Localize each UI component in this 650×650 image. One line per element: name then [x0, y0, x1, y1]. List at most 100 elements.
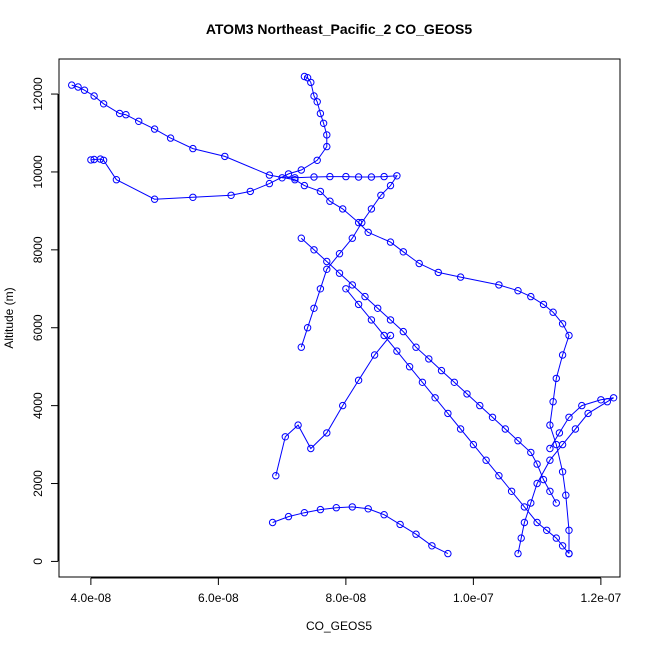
data-point	[558, 351, 567, 359]
data-point	[300, 181, 309, 190]
data-point	[425, 355, 433, 363]
data-point	[339, 401, 347, 410]
data-point	[112, 176, 121, 184]
data-point	[488, 413, 497, 421]
data-point	[514, 549, 522, 558]
data-point	[80, 86, 89, 94]
data-point	[364, 228, 372, 237]
data-point	[272, 472, 280, 480]
data-point	[342, 285, 350, 293]
x-axis-label: CO_GEOS5	[306, 619, 372, 633]
data-point	[555, 429, 564, 437]
data-point	[495, 472, 503, 480]
data-point	[310, 304, 318, 312]
y-tick-label: 6000	[31, 314, 45, 341]
data-point	[323, 142, 331, 151]
data-point	[380, 511, 388, 519]
data-point	[284, 170, 293, 178]
data-point	[294, 421, 302, 429]
data-point	[74, 83, 82, 91]
data-point	[444, 409, 452, 418]
data-point	[386, 331, 395, 340]
data-point	[90, 155, 98, 164]
data-point	[558, 468, 567, 476]
data-point	[68, 81, 76, 89]
y-axis: 0 2000 4000 6000 8000 10000 12000	[31, 77, 59, 565]
data-point	[456, 273, 465, 281]
data-point	[135, 117, 143, 126]
data-point	[122, 111, 130, 119]
data-point	[87, 156, 95, 164]
data-point	[450, 378, 458, 386]
data-point	[316, 187, 325, 196]
data-point	[303, 324, 312, 332]
data-point	[520, 518, 529, 527]
y-tick-label: 8000	[31, 236, 45, 263]
data-point	[609, 394, 618, 402]
data-point	[418, 378, 427, 386]
data-point	[527, 499, 535, 507]
data-point	[539, 475, 548, 484]
data-point	[265, 171, 274, 179]
data-point	[316, 285, 325, 293]
data-point	[281, 433, 289, 441]
data-point	[565, 549, 573, 558]
data-point	[533, 479, 541, 488]
x-tick-label: 1.0e-07	[453, 591, 494, 605]
data-point	[517, 534, 525, 542]
x-tick-label: 6.0e-08	[198, 591, 239, 605]
x-tick-label: 4.0e-08	[71, 591, 112, 605]
data-point	[562, 491, 570, 499]
series-line	[345, 288, 570, 554]
data-point	[278, 174, 286, 182]
data-point	[558, 542, 567, 550]
y-tick-label: 10000	[31, 155, 45, 189]
y-tick-label: 2000	[31, 470, 45, 497]
data-point	[284, 512, 293, 521]
plot-frame	[58, 58, 621, 578]
data-point	[546, 444, 554, 453]
x-tick-label: 1.2e-07	[581, 591, 622, 605]
data-point	[514, 437, 522, 445]
data-point	[310, 246, 318, 254]
data-point	[313, 98, 321, 106]
data-point	[546, 456, 554, 464]
data-point	[221, 152, 229, 161]
x-tick-label: 8.0e-08	[326, 591, 367, 605]
data-point	[300, 509, 309, 517]
data-point	[326, 172, 334, 181]
data-point	[265, 179, 274, 188]
data-point	[358, 218, 366, 227]
data-point	[558, 440, 567, 449]
data-point	[166, 134, 175, 142]
data-point	[597, 396, 605, 404]
data-point	[323, 131, 331, 139]
data-point	[549, 398, 557, 406]
data-point	[307, 78, 315, 87]
data-point	[386, 238, 395, 246]
data-point	[584, 409, 592, 418]
y-tick-label: 0	[31, 558, 45, 565]
data-point	[514, 287, 522, 295]
data-point	[297, 234, 305, 242]
data-point	[444, 549, 452, 558]
series-line	[300, 237, 557, 504]
data-point	[323, 257, 331, 266]
chart-title: ATOM3 Northeast_Pacific_2 CO_GEOS5	[206, 21, 473, 37]
data-point	[520, 503, 529, 511]
data-point	[434, 268, 442, 277]
data-point	[527, 448, 535, 457]
data-point	[335, 250, 344, 258]
data-point	[399, 248, 407, 256]
data-point	[354, 173, 363, 181]
data-point	[90, 92, 98, 100]
series-layer	[68, 72, 618, 558]
data-point	[463, 390, 471, 398]
data-point	[361, 292, 369, 301]
data-point	[571, 425, 580, 433]
data-point	[367, 173, 376, 181]
data-point	[399, 327, 407, 336]
data-point	[307, 444, 315, 453]
data-point	[189, 144, 197, 153]
